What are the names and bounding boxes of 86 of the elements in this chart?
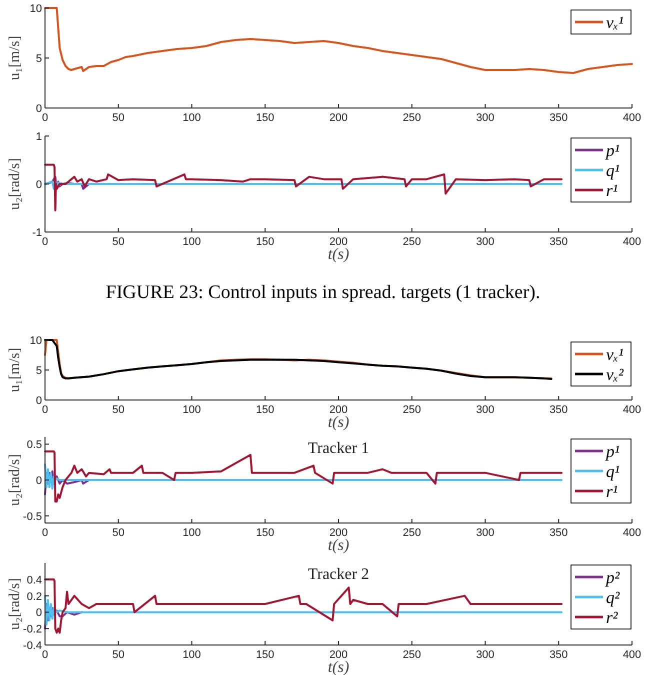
y-tick-label: 5	[36, 365, 42, 377]
x-tick-label: 100	[182, 236, 201, 248]
legend-label: r¹	[606, 482, 618, 501]
legend-label: vₓ¹	[606, 13, 624, 32]
y-tick-label: 5	[36, 53, 42, 65]
legend-label: q¹	[606, 161, 620, 180]
y-tick-label: -1	[32, 227, 42, 239]
x-tick-label: 300	[476, 649, 494, 661]
x-tick-label: 300	[476, 527, 494, 539]
x-tick-label: 400	[622, 649, 642, 661]
y-tick-label: 0	[36, 103, 42, 115]
x-tick-label: 150	[256, 404, 274, 416]
y-tick-label: 0.5	[26, 439, 42, 452]
y-tick-label: 0.2	[26, 590, 42, 603]
y-tick-label: 0	[36, 607, 42, 620]
legend-label: q¹	[606, 462, 620, 481]
y-tick-label: 1	[36, 131, 42, 143]
y-tick-label: 10	[30, 335, 42, 347]
x-tick-label: 100	[182, 112, 201, 124]
x-tick-label: 50	[112, 527, 124, 539]
x-tick-label: 150	[256, 527, 274, 539]
y-tick-label: 0	[36, 475, 42, 487]
y-tick-label: 10	[30, 3, 42, 15]
y-axis-title: u₂[rad/s]	[7, 454, 23, 506]
y-tick-label: 0.4	[26, 574, 42, 586]
x-tick-label: 350	[549, 404, 568, 416]
legend-label: p²	[605, 568, 620, 587]
line-series	[44, 7, 633, 74]
x-axis-title: t(s)	[328, 246, 350, 263]
x-tick-label: 150	[256, 649, 274, 661]
y-axis-title: u₁[m/s]	[7, 36, 23, 80]
y-tick-label: -0.4	[23, 640, 42, 652]
chart-title: Tracker 2	[308, 566, 370, 583]
x-tick-label: 50	[112, 404, 124, 416]
x-tick-label: 150	[256, 112, 274, 124]
x-tick-label: 250	[402, 527, 422, 539]
x-tick-label: 200	[329, 649, 348, 661]
chart-title: Tracker 1	[308, 440, 370, 457]
legend-label: r¹	[606, 181, 618, 200]
x-axis-title: t(s)	[328, 537, 350, 554]
line-series	[44, 164, 563, 212]
x-tick-label: 250	[402, 112, 422, 124]
x-tick-label: 400	[622, 527, 642, 539]
x-tick-label: 50	[112, 649, 124, 661]
legend-label: p¹	[605, 141, 620, 160]
x-tick-label: 100	[182, 404, 201, 416]
x-tick-label: 200	[329, 236, 348, 248]
x-tick-label: 150	[256, 236, 274, 248]
x-tick-label: 300	[476, 404, 494, 416]
x-tick-label: 200	[329, 112, 348, 124]
legend-label: vₓ²	[606, 365, 624, 384]
x-tick-label: 400	[622, 112, 642, 124]
line-series	[44, 180, 563, 190]
x-tick-label: 50	[112, 236, 124, 248]
legend-label: q²	[606, 588, 620, 607]
x-tick-label: 350	[549, 649, 568, 661]
x-tick-label: 400	[622, 404, 642, 416]
x-tick-label: 300	[476, 236, 494, 248]
legend-label: p¹	[605, 442, 620, 461]
line-series	[44, 578, 563, 634]
x-tick-label: 250	[402, 236, 422, 248]
x-tick-label: 200	[329, 404, 348, 416]
x-axis-title: t(s)	[328, 414, 350, 431]
x-tick-label: 100	[182, 649, 201, 661]
x-tick-label: 350	[549, 236, 568, 248]
caption: FIGURE 23: Control inputs in spread. targets (1 tracker).	[106, 282, 540, 303]
legend-label: vₓ¹	[606, 345, 624, 364]
x-tick-label: 250	[402, 649, 422, 661]
x-tick-label: 50	[112, 112, 124, 124]
y-axis-title: u₂[rad/s]	[7, 158, 23, 210]
y-tick-label: -0.2	[23, 624, 42, 636]
line-series	[44, 594, 563, 626]
x-tick-label: 350	[549, 527, 568, 539]
y-tick-label: 0	[36, 179, 42, 191]
x-tick-label: 100	[182, 527, 201, 539]
x-tick-label: 350	[549, 112, 568, 124]
y-tick-label: -0.5	[23, 510, 42, 523]
x-tick-label: 200	[329, 527, 348, 539]
legend-label: r²	[606, 608, 619, 627]
x-tick-label: 400	[622, 236, 642, 248]
y-tick-label: 0	[36, 395, 42, 407]
y-axis-title: u₂[rad/s]	[7, 578, 23, 630]
x-tick-label: 300	[476, 112, 494, 124]
line-series	[44, 463, 563, 490]
y-axis-title: u₁[m/s]	[7, 348, 23, 392]
x-tick-label: 250	[402, 404, 422, 416]
